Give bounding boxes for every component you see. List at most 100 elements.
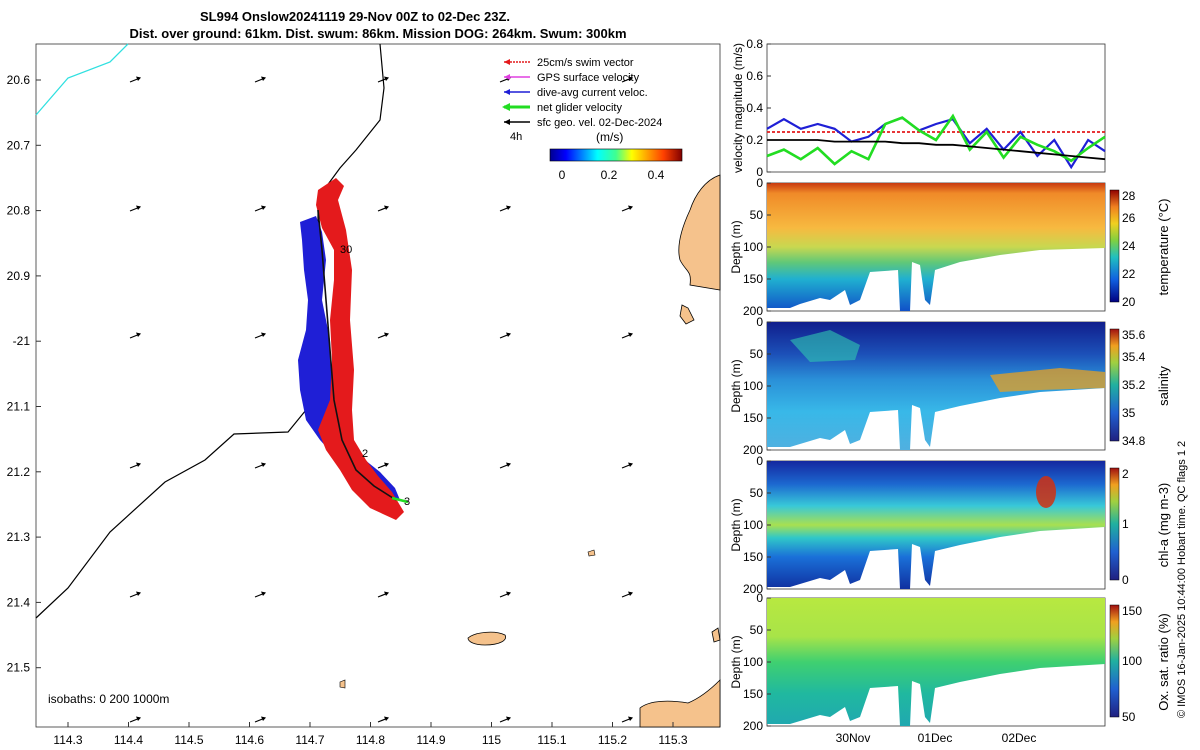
temperature-colorbar xyxy=(1110,190,1119,302)
chla-colorbar xyxy=(1110,468,1119,580)
lat-tick-label: 21.4 xyxy=(7,595,31,609)
colorbar-tick-oxygen: 150 xyxy=(1122,604,1142,618)
colorbar-tick-temperature: 22 xyxy=(1122,267,1136,281)
legend-label-dive-avg: dive-avg current veloc. xyxy=(537,87,648,99)
velocity-ytick-label: 0.6 xyxy=(746,69,763,83)
depth-tick-label: 150 xyxy=(743,550,763,564)
colorbar-label-chla: chl-a (mg m-3) xyxy=(1156,483,1171,568)
depth-tick-label: 150 xyxy=(743,411,763,425)
depth-tick-label: 100 xyxy=(743,518,763,532)
depth-tick-label: 0 xyxy=(756,591,763,605)
map-frame xyxy=(36,44,720,727)
colorbar-label-oxygen: Ox. sat. ratio (%) xyxy=(1156,613,1171,711)
lon-tick-label: 114.6 xyxy=(235,733,264,747)
colorbar-tick-salinity: 35.6 xyxy=(1122,328,1146,342)
depth-ylabel: Depth (m) xyxy=(729,498,743,551)
lat-tick-label: -21 xyxy=(13,334,31,348)
lat-tick-label: 21.3 xyxy=(7,530,31,544)
lon-tick-label: 114.5 xyxy=(174,733,203,747)
depth-tick-label: 100 xyxy=(743,240,763,254)
time-tick-01dec: 01Dec xyxy=(918,731,953,745)
lon-tick-label: 114.9 xyxy=(416,733,445,747)
colorbar-tick-salinity: 35 xyxy=(1122,406,1136,420)
depth-tick-label: 100 xyxy=(743,379,763,393)
day-label-2: 2 xyxy=(362,448,368,460)
legend-label-net: net glider velocity xyxy=(537,102,622,114)
lat-tick-label: 20.8 xyxy=(7,204,31,218)
chla-panel xyxy=(767,461,1119,589)
colorbar-tick-temperature: 20 xyxy=(1122,295,1136,309)
colorbar-tick-temperature: 28 xyxy=(1122,189,1136,203)
colorbar-label-temperature: temperature (°C) xyxy=(1156,199,1171,296)
depth-ylabel: Depth (m) xyxy=(729,220,743,273)
figure-canvas: SL994 Onslow20241119 29-Nov 00Z to 02-De… xyxy=(0,0,1200,750)
lat-tick-label: 21.2 xyxy=(7,465,31,479)
colorbar-tick-chla: 0 xyxy=(1122,573,1129,587)
map-panel: 30 2 3 114.3 114.4 114.5 114.6 114.7 114.8 114… xyxy=(7,44,720,747)
legend-label-geo: sfc geo. vel. 02-Dec-2024 xyxy=(537,117,662,129)
speed-colorbar-tick-2: 0.4 xyxy=(648,168,665,182)
colorbar-tick-salinity: 34.8 xyxy=(1122,434,1146,448)
day-label-30: 30 xyxy=(340,244,352,256)
speed-colorbar-tick-1: 0.2 xyxy=(601,168,618,182)
footer-credit: © IMOS 16-Jan-2025 10:44:00 Hobart time.… xyxy=(1176,441,1188,718)
colorbar-tick-temperature: 24 xyxy=(1122,239,1136,253)
lat-tick-label: 20.6 xyxy=(7,73,31,87)
colorbar-tick-chla: 2 xyxy=(1122,467,1129,481)
speed-colorbar xyxy=(550,149,682,161)
lat-tick-label: 20.7 xyxy=(7,138,31,152)
legend-label-swim: 25cm/s swim vector xyxy=(537,57,634,69)
lon-tick-label: 114.8 xyxy=(356,733,385,747)
colorbar-tick-oxygen: 100 xyxy=(1122,654,1142,668)
colorbar-tick-salinity: 35.2 xyxy=(1122,378,1146,392)
lon-tick-label: 115.1 xyxy=(537,733,566,747)
time-tick-30nov: 30Nov xyxy=(836,731,871,745)
lon-tick-label: 114.7 xyxy=(295,733,324,747)
colorbar-tick-oxygen: 50 xyxy=(1122,710,1136,724)
legend-label-gps: GPS surface velocity xyxy=(537,72,640,84)
isobaths-label: isobaths: 0 200 1000m xyxy=(48,692,169,706)
depth-tick-label: 50 xyxy=(750,208,764,222)
depth-tick-label: 0 xyxy=(756,454,763,468)
depth-tick-label: 100 xyxy=(743,655,763,669)
speed-colorbar-tick-0: 0 xyxy=(559,168,566,182)
lon-tick-label: 114.4 xyxy=(114,733,143,747)
velocity-ylabel: velocity magnitude (m/s) xyxy=(731,43,745,173)
salinity-colorbar xyxy=(1110,329,1119,441)
velocity-ytick-label: 0.4 xyxy=(746,101,763,115)
depth-tick-label: 0 xyxy=(756,176,763,190)
figure-title-line2: Dist. over ground: 61km. Dist. swum: 86k… xyxy=(129,26,626,41)
depth-tick-label: 0 xyxy=(756,315,763,329)
lon-tick-label: 115 xyxy=(482,733,501,747)
colorbar-unit: (m/s) xyxy=(596,130,623,144)
time-tick-02dec: 02Dec xyxy=(1002,731,1037,745)
oxygen-colorbar xyxy=(1110,605,1119,717)
lon-tick-label: 115.2 xyxy=(598,733,627,747)
depth-tick-label: 50 xyxy=(750,486,764,500)
depth-ylabel: Depth (m) xyxy=(729,635,743,688)
chla-bloom-patch xyxy=(1036,476,1056,508)
colorbar-tick-salinity: 35.4 xyxy=(1122,350,1146,364)
depth-tick-label: 150 xyxy=(743,272,763,286)
oxygen-panel xyxy=(767,598,1119,726)
velocity-ytick-label: 0.8 xyxy=(746,37,763,51)
depth-tick-label: 150 xyxy=(743,687,763,701)
depth-ylabel: Depth (m) xyxy=(729,359,743,412)
time-step-label: 4h xyxy=(510,131,522,143)
colorbar-label-salinity: salinity xyxy=(1156,366,1171,406)
temperature-panel xyxy=(767,183,1119,311)
salinity-panel xyxy=(767,322,1119,450)
colorbar-tick-chla: 1 xyxy=(1122,517,1129,531)
velocity-ytick-label: 0.2 xyxy=(746,133,763,147)
depth-tick-label: 50 xyxy=(750,623,764,637)
depth-tick-label: 200 xyxy=(743,719,763,733)
lat-tick-label: 20.9 xyxy=(7,269,31,283)
figure-title-line1: SL994 Onslow20241119 29-Nov 00Z to 02-De… xyxy=(200,9,510,24)
velocity-frame xyxy=(767,44,1105,172)
velocity-panel: 00.20.40.60.8 velocity magnitude (m/s) xyxy=(731,37,1105,179)
lat-tick-label: 21.1 xyxy=(7,400,31,414)
lon-tick-label: 115.3 xyxy=(658,733,687,747)
day-label-3: 3 xyxy=(404,496,410,508)
lat-tick-label: 21.5 xyxy=(7,661,31,675)
